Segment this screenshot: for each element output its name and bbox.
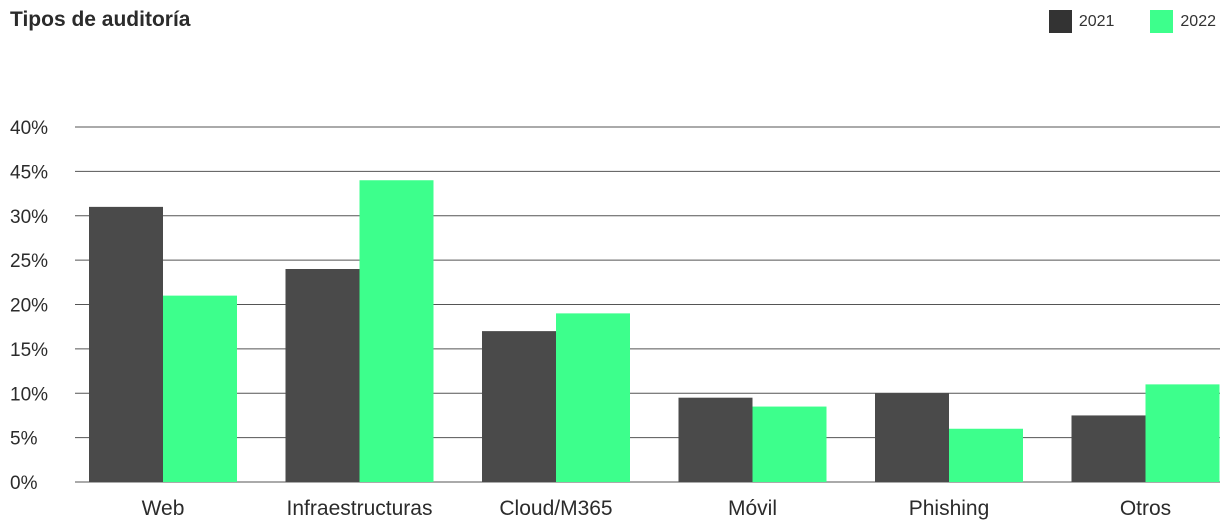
legend-label-2021: 2021 [1078,12,1115,30]
x-category-label: Móvil [728,497,777,520]
x-category-label: Phishing [909,497,990,520]
x-category-label: Otros [1120,497,1171,520]
bar-2021-2 [482,331,556,482]
chart-title: Tipos de auditoría [10,8,191,31]
bar-2021-1 [285,269,360,482]
legend-swatch-2022 [1150,10,1174,33]
bar-2022-4 [949,428,1023,482]
y-tick-label: 30% [10,207,48,228]
bar-2021-3 [678,397,753,482]
legend-item-2022: 2022 [1150,10,1216,33]
y-tick-label: 40% [10,118,48,139]
x-category-label: Infraestructuras [287,497,433,520]
y-tick-label: 15% [10,340,48,361]
y-tick-label: 25% [10,251,48,272]
legend-item-2021: 2021 [1048,10,1115,33]
y-tick-label: 0% [10,473,38,494]
bar-2022-2 [556,313,630,482]
legend-label-2022: 2022 [1180,12,1216,30]
y-tick-label: 45% [10,162,48,183]
bar-2022-5 [1145,384,1220,482]
x-category-label: Web [142,497,185,520]
bar-2022-3 [752,406,827,482]
label-layer: 0% 5% 10% 15% 20% 25% 30% 45% 40% Web Infraestruct… [10,118,1171,520]
grid-layer [75,126,1220,483]
y-tick-label: 20% [10,296,48,317]
legend: 2021 2022 [1048,10,1216,33]
bar-layer [89,180,1220,482]
bar-2022-1 [359,180,434,482]
bar-2021-0 [89,206,163,482]
legend-swatch-2021 [1048,10,1072,33]
bar-2021-5 [1071,415,1146,482]
y-tick-label: 5% [10,429,38,450]
bar-2021-4 [875,393,949,482]
y-tick-label: 10% [10,384,48,405]
x-category-label: Cloud/M365 [499,497,612,520]
bar-2022-0 [163,295,237,482]
